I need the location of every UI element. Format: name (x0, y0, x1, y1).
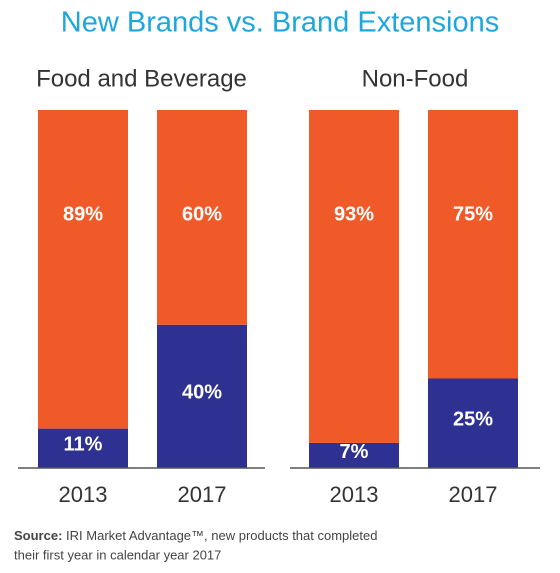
bar-segment (309, 110, 399, 443)
bar-segment (157, 324, 247, 468)
panel-title: Non-Food (362, 65, 469, 92)
bar-segment (428, 378, 518, 468)
bar-segment (309, 442, 399, 468)
x-tick-label: 2013 (59, 482, 108, 507)
value-label: 11% (64, 434, 103, 456)
source: Source: IRI Market Advantage™, new produ… (14, 528, 377, 543)
value-label: 40% (182, 382, 222, 404)
x-tick-label: 2017 (178, 482, 227, 507)
source-label: Source: (14, 528, 62, 543)
value-label: 25% (453, 409, 493, 431)
source-text: their first year in calendar year 2017 (14, 547, 221, 562)
x-tick-label: 2013 (330, 482, 379, 507)
value-label: 60% (182, 203, 222, 225)
x-tick-label: 2017 (449, 482, 498, 507)
value-label: 7% (340, 441, 369, 463)
value-label: 75% (453, 203, 493, 225)
bar-segment (157, 110, 247, 325)
bar-segment (38, 110, 128, 429)
source-text: IRI Market Advantage™, new products that… (66, 528, 377, 543)
bar-segment (38, 428, 128, 468)
panel-title: Food and Beverage (36, 65, 247, 92)
value-label: 89% (63, 203, 103, 225)
bar-segment (428, 110, 518, 379)
chart-title: New Brands vs. Brand Extensions (61, 7, 499, 39)
value-label: 93% (334, 203, 374, 225)
